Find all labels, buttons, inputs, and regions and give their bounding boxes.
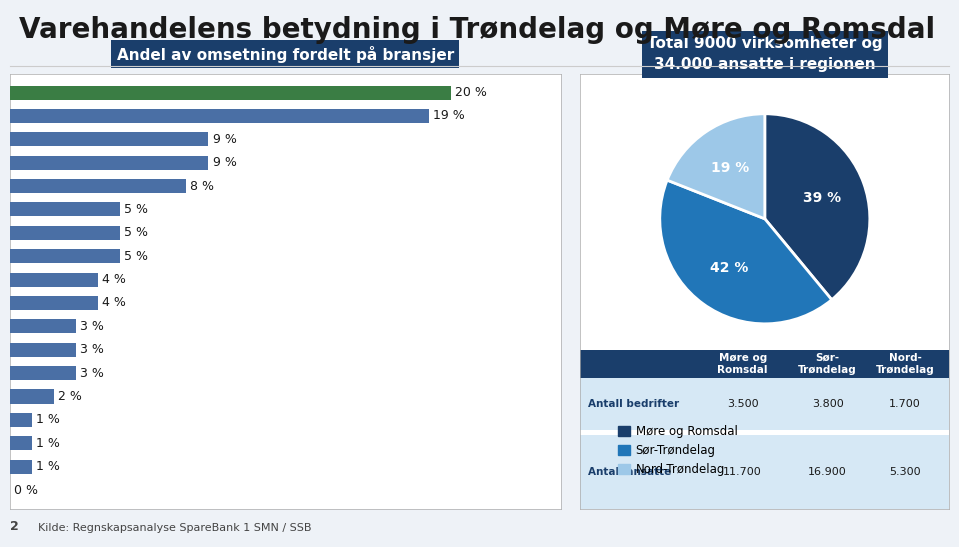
Text: 3 %: 3 %: [81, 366, 104, 380]
Bar: [10, 85, 451, 100]
Bar: [10, 389, 54, 404]
Text: Møre og
Romsdal: Møre og Romsdal: [717, 353, 768, 375]
Text: Antall bedrifter: Antall bedrifter: [588, 399, 679, 409]
Text: 42 %: 42 %: [710, 261, 748, 275]
Bar: [10, 226, 120, 240]
Text: 1.700: 1.700: [889, 399, 921, 409]
Text: 5.300: 5.300: [889, 467, 921, 477]
Text: 3.800: 3.800: [811, 399, 844, 409]
Bar: [10, 249, 120, 263]
Bar: [10, 132, 208, 147]
Text: 4 %: 4 %: [103, 273, 126, 286]
Text: 1 %: 1 %: [36, 460, 59, 473]
Bar: [10, 437, 32, 450]
Bar: [10, 156, 208, 170]
Text: 3 %: 3 %: [81, 320, 104, 333]
Text: 4 %: 4 %: [103, 296, 126, 310]
Text: 19 %: 19 %: [433, 109, 465, 123]
Text: 39 %: 39 %: [803, 191, 841, 205]
Text: 2 %: 2 %: [58, 390, 82, 403]
Text: Kilde: Regnskapsanalyse SpareBank 1 SMN / SSB: Kilde: Regnskapsanalyse SpareBank 1 SMN …: [38, 523, 312, 533]
Bar: [10, 366, 76, 380]
Text: Sør-
Trøndelag: Sør- Trøndelag: [798, 353, 857, 375]
Text: Antall ansatte: Antall ansatte: [588, 467, 671, 477]
Text: 1 %: 1 %: [36, 414, 59, 426]
Text: 8 %: 8 %: [191, 179, 215, 193]
Wedge shape: [667, 114, 765, 219]
Legend: Møre og Romsdal, Sør-Trøndelag, Nord-Trøndelag: Møre og Romsdal, Sør-Trøndelag, Nord-Trø…: [613, 421, 742, 481]
Text: 3.500: 3.500: [727, 399, 759, 409]
Text: Nord-
Trøndelag: Nord- Trøndelag: [876, 353, 934, 375]
Text: 3 %: 3 %: [81, 343, 104, 356]
Bar: [10, 459, 32, 474]
Text: 1 %: 1 %: [36, 437, 59, 450]
Text: 2: 2: [10, 520, 18, 533]
Bar: [10, 202, 120, 217]
Bar: [580, 435, 949, 509]
Wedge shape: [764, 114, 870, 300]
Bar: [10, 343, 76, 357]
Text: 11.700: 11.700: [723, 467, 762, 477]
Text: Total 9000 virksomheter og
34.000 ansatte i regionen: Total 9000 virksomheter og 34.000 ansatt…: [647, 36, 882, 72]
Text: Andel av omsetning fordelt på bransjer: Andel av omsetning fordelt på bransjer: [117, 46, 454, 63]
Bar: [580, 350, 949, 379]
Text: 5 %: 5 %: [125, 226, 149, 240]
Text: 5 %: 5 %: [125, 250, 149, 263]
Bar: [10, 413, 32, 427]
Text: 20 %: 20 %: [456, 86, 487, 99]
Text: 9 %: 9 %: [213, 156, 236, 169]
Text: 5 %: 5 %: [125, 203, 149, 216]
Text: 9 %: 9 %: [213, 133, 236, 146]
Text: 0 %: 0 %: [14, 484, 38, 497]
Bar: [10, 319, 76, 333]
Bar: [10, 179, 186, 193]
Bar: [580, 379, 949, 430]
Text: 16.900: 16.900: [808, 467, 847, 477]
Bar: [10, 109, 429, 123]
Text: Varehandelens betydning i Trøndelag og Møre og Romsdal: Varehandelens betydning i Trøndelag og M…: [19, 16, 935, 44]
Bar: [10, 272, 98, 287]
Wedge shape: [660, 180, 831, 324]
Bar: [10, 296, 98, 310]
Text: 19 %: 19 %: [712, 161, 750, 176]
